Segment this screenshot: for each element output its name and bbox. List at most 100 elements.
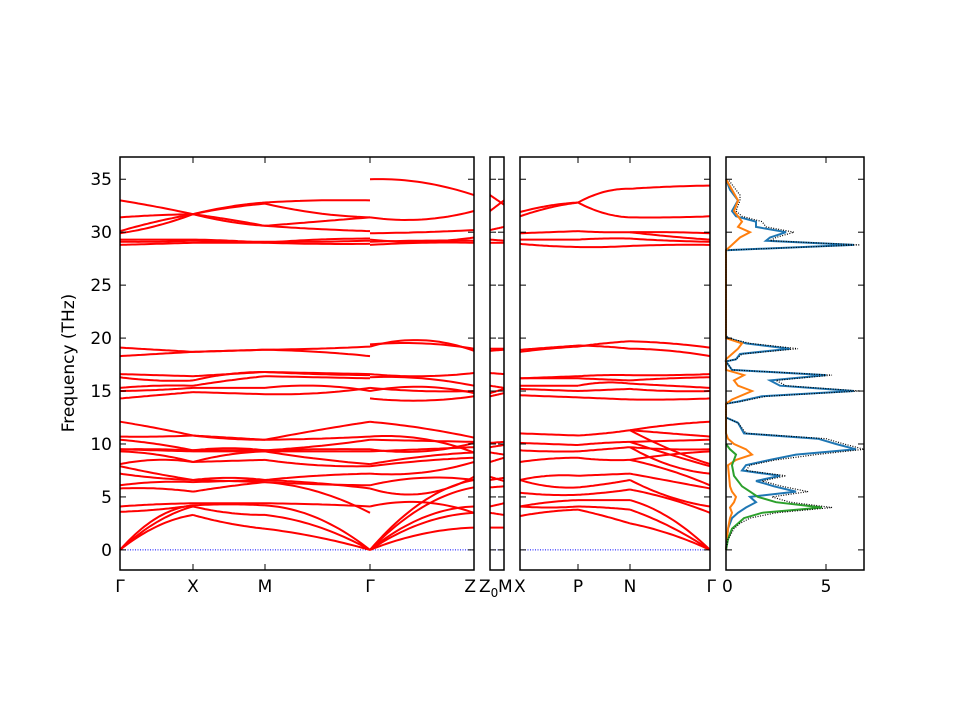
band-panel: Z0 M [479,156,513,600]
band-line [119,480,194,487]
band-line [120,386,194,392]
band-line [369,511,475,551]
band-line [577,201,631,219]
band-line [519,242,578,248]
band-line [120,434,194,438]
band-line [192,375,266,387]
band-line [519,344,579,351]
band-line [629,373,711,377]
band-line [369,438,475,443]
band-line [119,373,194,378]
band-line [369,178,475,197]
panel-frame [119,156,475,571]
band-line [490,238,505,242]
x-tick-label: P [573,577,583,597]
band-line [264,450,371,466]
band-line [192,513,266,530]
band-line [519,432,579,437]
band-line [119,391,194,400]
dos-curve-dos_total [724,178,865,551]
x-tick-label: M [498,577,513,597]
band-line [489,194,505,206]
band-line [264,375,371,380]
band-line [119,420,194,437]
band-line [519,508,579,517]
band-line [519,201,579,214]
band-line [192,476,266,481]
band-line [489,475,505,482]
band-line [629,479,711,508]
band-line [578,344,631,350]
panel-frame [519,156,711,571]
band-line [489,372,505,376]
band-line [577,387,631,392]
band-line [629,387,711,393]
band-line [489,387,505,395]
band-line [629,420,711,432]
x-tick-label: N [624,577,637,597]
band-line [578,505,631,511]
band-line [369,451,475,466]
band-line [192,213,266,227]
band-line [192,447,266,452]
band-line [369,241,475,246]
band-line [264,241,371,245]
band-line [490,440,504,444]
band-line [577,381,631,387]
band-line [577,446,631,453]
dos-x-tick-label: 0 [722,577,733,597]
dos-curve-dos_2 [725,178,755,550]
y-tick-label: 25 [90,276,112,296]
band-line [119,458,194,466]
band-line [369,210,475,222]
band-line [264,237,370,244]
band-line [192,391,266,396]
band-line [264,348,371,358]
x-tick-label: X [514,577,526,597]
x-tick-label: M [258,577,273,597]
band-line [577,245,631,249]
band-line [519,474,579,481]
dos-curve-dos_3 [725,443,823,551]
band-line [489,199,505,212]
band-line [629,231,711,241]
band-line [629,429,711,438]
band-line [489,348,505,352]
band-line [629,458,711,487]
band-line [119,505,194,551]
band-line [519,394,579,399]
y-tick-label: 35 [90,170,112,190]
band-line [192,481,266,493]
band-line [519,449,578,453]
band-line [629,446,711,451]
band-line [264,481,371,514]
band-line [520,230,579,235]
band-line [370,229,475,235]
band-line [369,486,475,551]
x-tick-label: Z [464,577,476,597]
band-line [489,511,505,516]
band-line [192,458,266,463]
subscript: 0 [491,586,499,600]
band-line [629,237,710,243]
band-line [369,475,475,496]
band-line [192,503,266,507]
band-line [629,446,711,475]
band-line [192,348,266,353]
band-line [577,479,631,489]
band-line [577,396,631,401]
band-line [265,345,371,351]
band-line [369,236,475,243]
band-line [519,479,579,489]
dos-x-tick-label: 5 [821,577,832,597]
band-line [119,213,194,235]
x-tick-label: Γ [115,577,125,597]
band-panel: 0 5 10 15 20 25 30 35 Γ X M Γ Z [90,156,476,597]
band-line [629,184,710,190]
band-line [264,224,371,233]
band-line [490,451,505,456]
band-line [119,239,194,243]
x-tick-label: Γ [707,577,717,597]
